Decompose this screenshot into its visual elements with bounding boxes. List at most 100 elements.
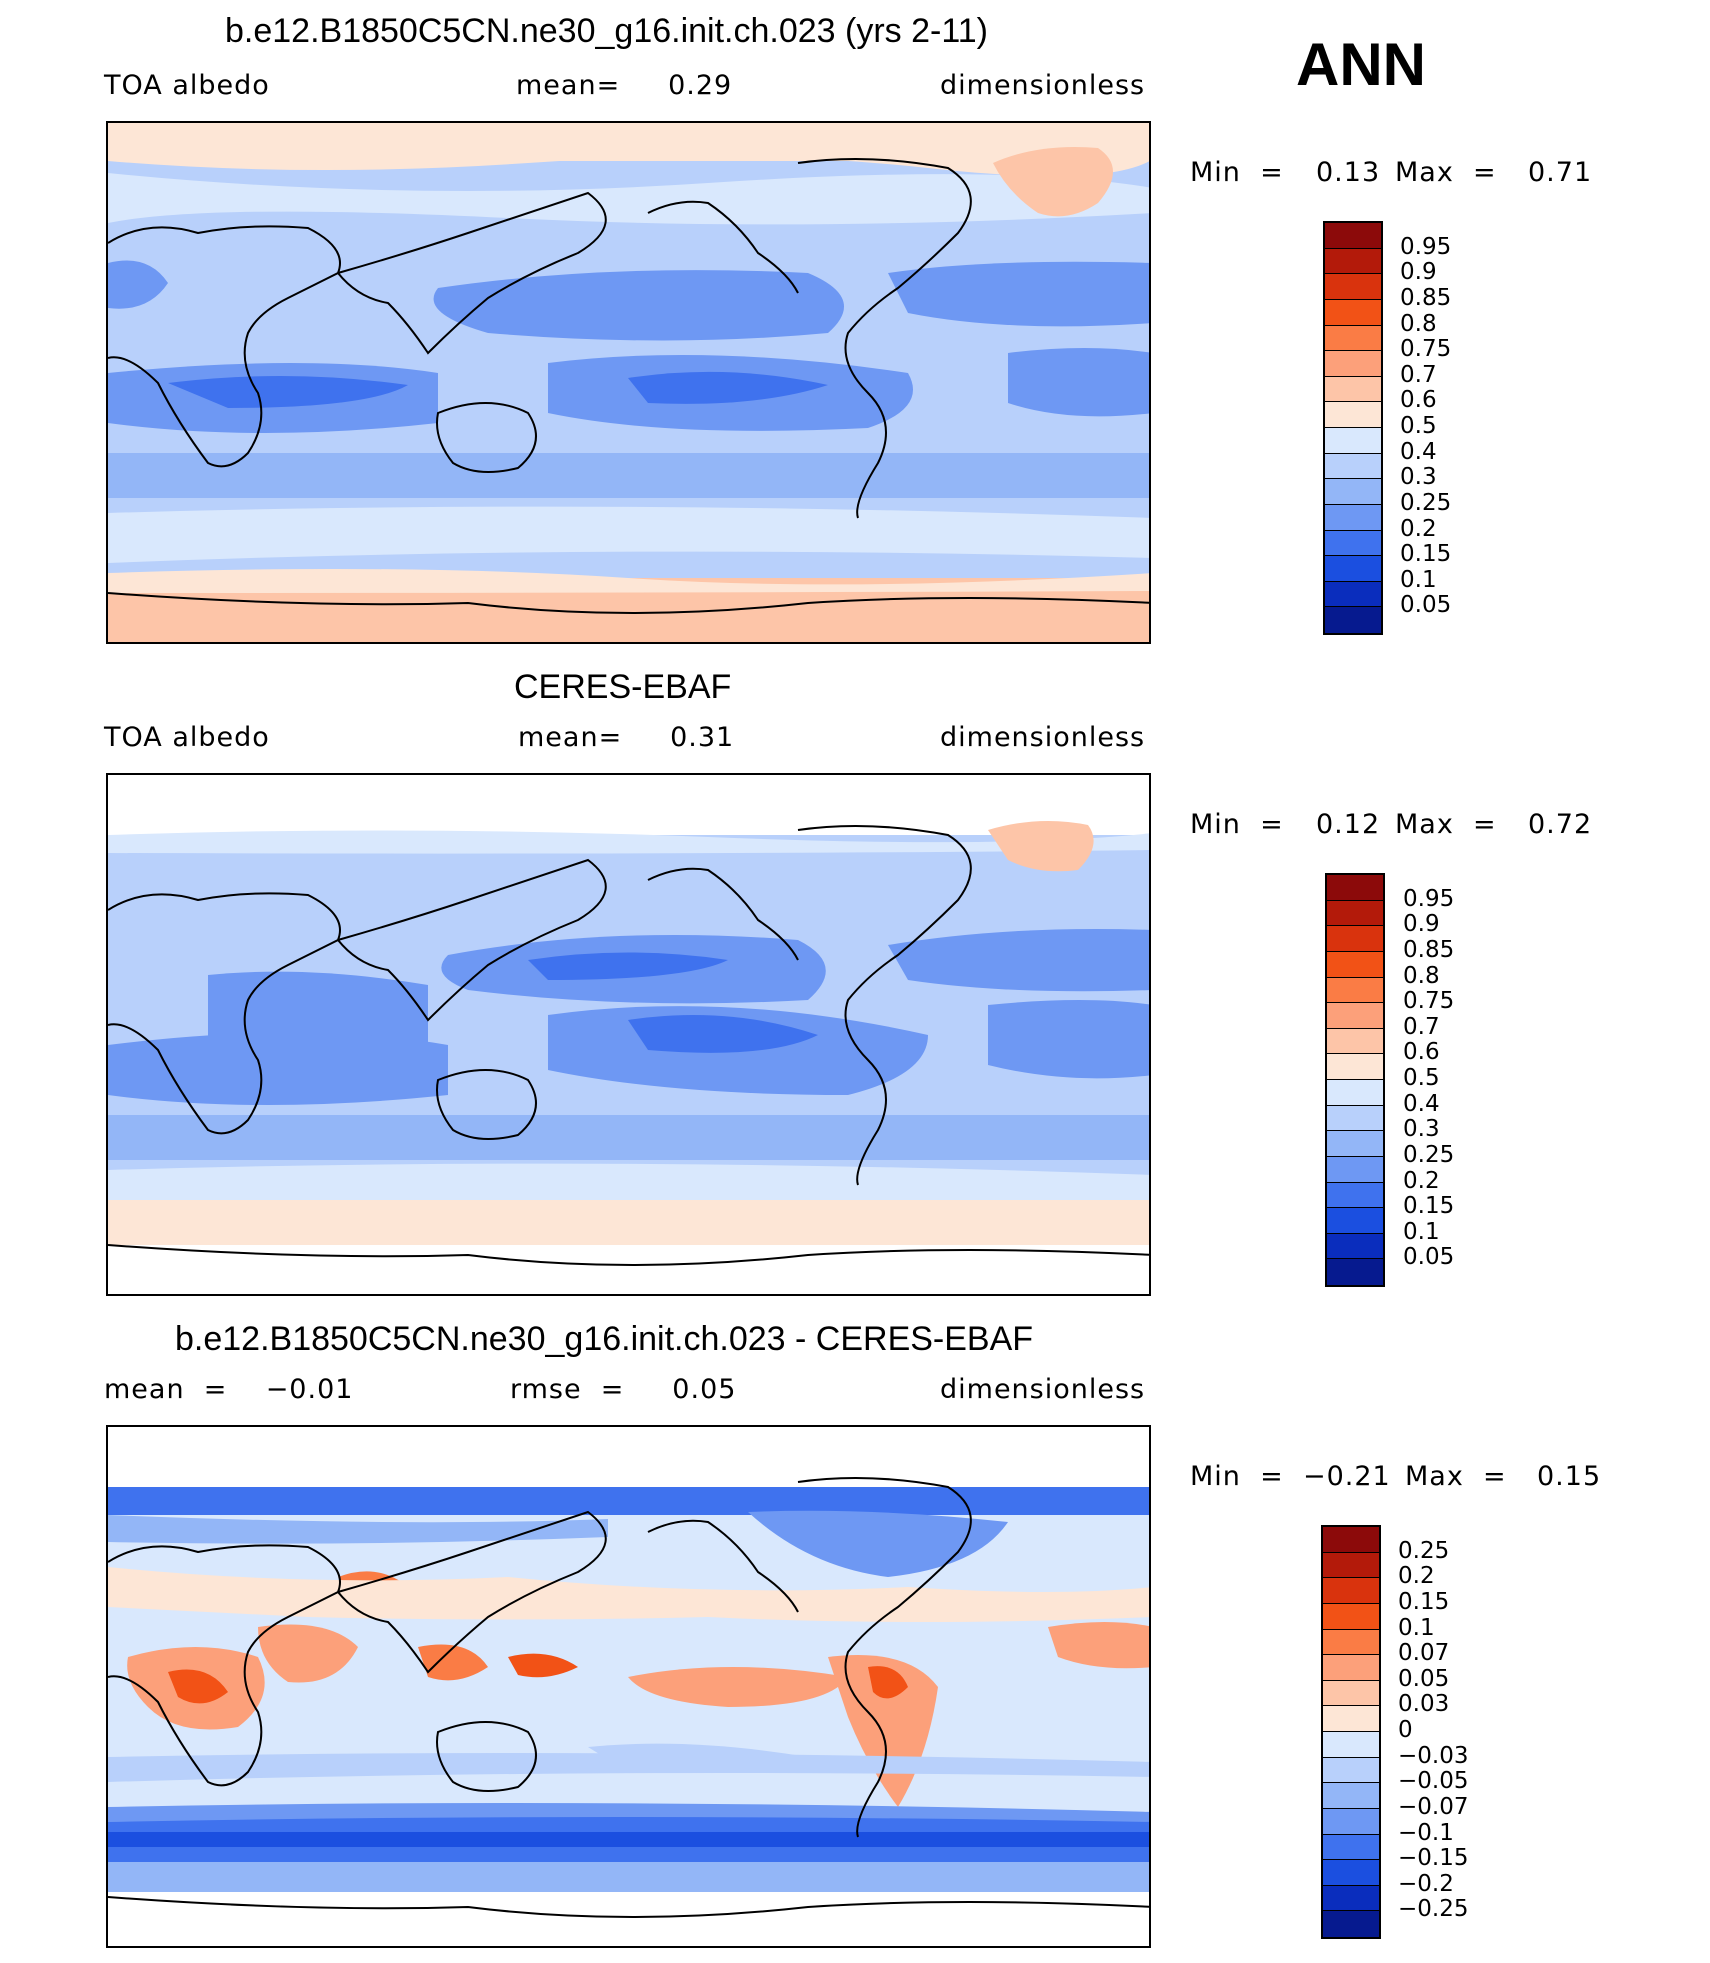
- panel-2-map: [106, 773, 1151, 1296]
- panel-2-title: CERES-EBAF: [514, 668, 732, 706]
- colorbar-tick-label: 0.95: [1403, 885, 1455, 912]
- colorbar-swatch: [1323, 1885, 1379, 1912]
- colorbar-swatch: [1323, 1578, 1379, 1604]
- panel-2-variable-label: TOA albedo: [104, 722, 270, 753]
- colorbar-tick-label: 0.1: [1403, 1218, 1440, 1245]
- panel-3-colorbar-labels: 0.25 0.2 0.15 0.1 0.07 0.05 0.03 0 −0.03 −0.05 −0.…: [1398, 1525, 1528, 1939]
- colorbar-swatch: [1323, 1680, 1379, 1707]
- panel-2-map-plot: [108, 775, 1149, 1294]
- colorbar-swatch: [1323, 1706, 1379, 1732]
- colorbar-swatch: [1327, 951, 1383, 978]
- colorbar-swatch: [1323, 1757, 1379, 1784]
- colorbar-tick-label: 0.3: [1403, 1116, 1440, 1143]
- colorbar-swatch: [1327, 1105, 1383, 1132]
- panel-2-min-label: Min =: [1190, 809, 1284, 840]
- colorbar-tick-label: 0.75: [1403, 988, 1455, 1015]
- panel-3-max-label: Max =: [1405, 1461, 1507, 1492]
- colorbar-swatch: [1323, 1732, 1379, 1758]
- panel-3-map-plot: [108, 1427, 1149, 1946]
- colorbar-tick-label: −0.15: [1398, 1845, 1469, 1872]
- colorbar-swatch: [1325, 504, 1381, 531]
- colorbar-tick-label: −0.05: [1398, 1768, 1469, 1795]
- colorbar-swatch: [1323, 1527, 1379, 1553]
- colorbar-tick-label: 0.5: [1403, 1065, 1440, 1091]
- colorbar-swatch: [1327, 1054, 1383, 1080]
- colorbar-swatch: [1325, 376, 1381, 403]
- panel-2-units-label: dimensionless: [940, 722, 1146, 753]
- colorbar-swatch: [1327, 1003, 1383, 1029]
- colorbar-tick-label: 0.2: [1400, 515, 1437, 542]
- colorbar-tick-label: 0.03: [1398, 1691, 1450, 1718]
- colorbar-tick-label: 0.6: [1403, 1039, 1440, 1066]
- colorbar-swatch: [1325, 248, 1381, 275]
- colorbar-swatch: [1323, 1783, 1379, 1809]
- colorbar-tick-label: 0.5: [1400, 413, 1437, 439]
- colorbar-tick-label: 0.25: [1398, 1537, 1450, 1564]
- colorbar-swatch: [1323, 1603, 1379, 1630]
- colorbar-swatch: [1323, 1629, 1379, 1656]
- colorbar-swatch: [1327, 1259, 1383, 1285]
- colorbar-tick-label: 0.15: [1400, 541, 1452, 568]
- colorbar-tick-label: −0.1: [1398, 1819, 1454, 1846]
- colorbar-swatch: [1323, 1911, 1379, 1937]
- panel-3-min-label: Min =: [1190, 1461, 1284, 1492]
- colorbar-swatch: [1325, 325, 1381, 352]
- panel-1-mean-label: mean= 0.29: [516, 70, 733, 101]
- panel-1-max-value: 0.71: [1528, 157, 1593, 188]
- colorbar-swatch: [1325, 274, 1381, 300]
- colorbar-swatch: [1325, 402, 1381, 428]
- colorbar-swatch: [1327, 1131, 1383, 1157]
- panel-2-mean-label: mean= 0.31: [518, 722, 735, 753]
- colorbar-swatch: [1325, 556, 1381, 582]
- colorbar-tick-label: 0.4: [1403, 1090, 1440, 1117]
- colorbar-swatch: [1325, 581, 1381, 608]
- panel-1-map-plot: [108, 123, 1149, 642]
- colorbar-tick-label: 0.1: [1398, 1614, 1435, 1641]
- colorbar-tick-label: 0.25: [1403, 1141, 1455, 1168]
- panel-2-colorbar-labels: 0.95 0.9 0.85 0.8 0.75 0.7 0.6 0.5 0.4 0.3 0.25 0.2…: [1403, 873, 1523, 1287]
- colorbar-tick-label: 0.1: [1400, 566, 1437, 593]
- colorbar-tick-label: 0.95: [1400, 233, 1452, 260]
- colorbar-tick-label: 0.05: [1398, 1665, 1450, 1692]
- colorbar-tick-label: 0.85: [1400, 284, 1452, 311]
- colorbar-tick-label: 0.4: [1400, 438, 1437, 465]
- colorbar-swatch: [1325, 607, 1381, 633]
- colorbar-swatch: [1323, 1552, 1379, 1579]
- colorbar-tick-label: −0.07: [1398, 1793, 1469, 1820]
- panel-2-max-value: 0.72: [1528, 809, 1593, 840]
- panel-3-map: [106, 1425, 1151, 1948]
- colorbar-swatch: [1327, 977, 1383, 1004]
- colorbar-tick-label: 0: [1398, 1717, 1413, 1743]
- colorbar-swatch: [1327, 1182, 1383, 1209]
- colorbar-tick-label: 0.6: [1400, 387, 1437, 414]
- colorbar-swatch: [1325, 299, 1381, 326]
- colorbar-tick-label: 0.25: [1400, 489, 1452, 516]
- colorbar-tick-label: 0.05: [1403, 1244, 1455, 1271]
- colorbar-swatch: [1325, 453, 1381, 480]
- colorbar-swatch: [1327, 1156, 1383, 1183]
- panel-1-colorbar: [1323, 221, 1383, 635]
- colorbar-tick-label: 0.85: [1403, 936, 1455, 963]
- season-label: ANN: [1296, 31, 1426, 98]
- panel-3-title: b.e12.B1850C5CN.ne30_g16.init.ch.023 - C…: [175, 1320, 1034, 1358]
- colorbar-tick-label: 0.07: [1398, 1640, 1450, 1667]
- panel-1-max-label: Max =: [1395, 157, 1497, 188]
- colorbar-swatch: [1325, 428, 1381, 454]
- colorbar-swatch: [1327, 875, 1383, 901]
- colorbar-tick-label: 0.8: [1400, 310, 1437, 337]
- panel-3-min-value: −0.21: [1303, 1461, 1391, 1492]
- colorbar-tick-label: 0.7: [1403, 1013, 1440, 1040]
- colorbar-swatch: [1323, 1834, 1379, 1861]
- colorbar-swatch: [1323, 1808, 1379, 1835]
- panel-3-max-value: 0.15: [1537, 1461, 1602, 1492]
- colorbar-tick-label: 0.7: [1400, 361, 1437, 388]
- panel-2-colorbar: [1325, 873, 1385, 1287]
- panel-2-min-value: 0.12: [1316, 809, 1381, 840]
- colorbar-swatch: [1327, 926, 1383, 952]
- panel-3-rmse-label: rmse = 0.05: [510, 1374, 737, 1405]
- colorbar-swatch: [1323, 1655, 1379, 1681]
- panel-3-mean-label: mean = −0.01: [104, 1374, 354, 1405]
- colorbar-swatch: [1325, 351, 1381, 377]
- panel-1-map: [106, 121, 1151, 644]
- panel-1-min-value: 0.13: [1316, 157, 1381, 188]
